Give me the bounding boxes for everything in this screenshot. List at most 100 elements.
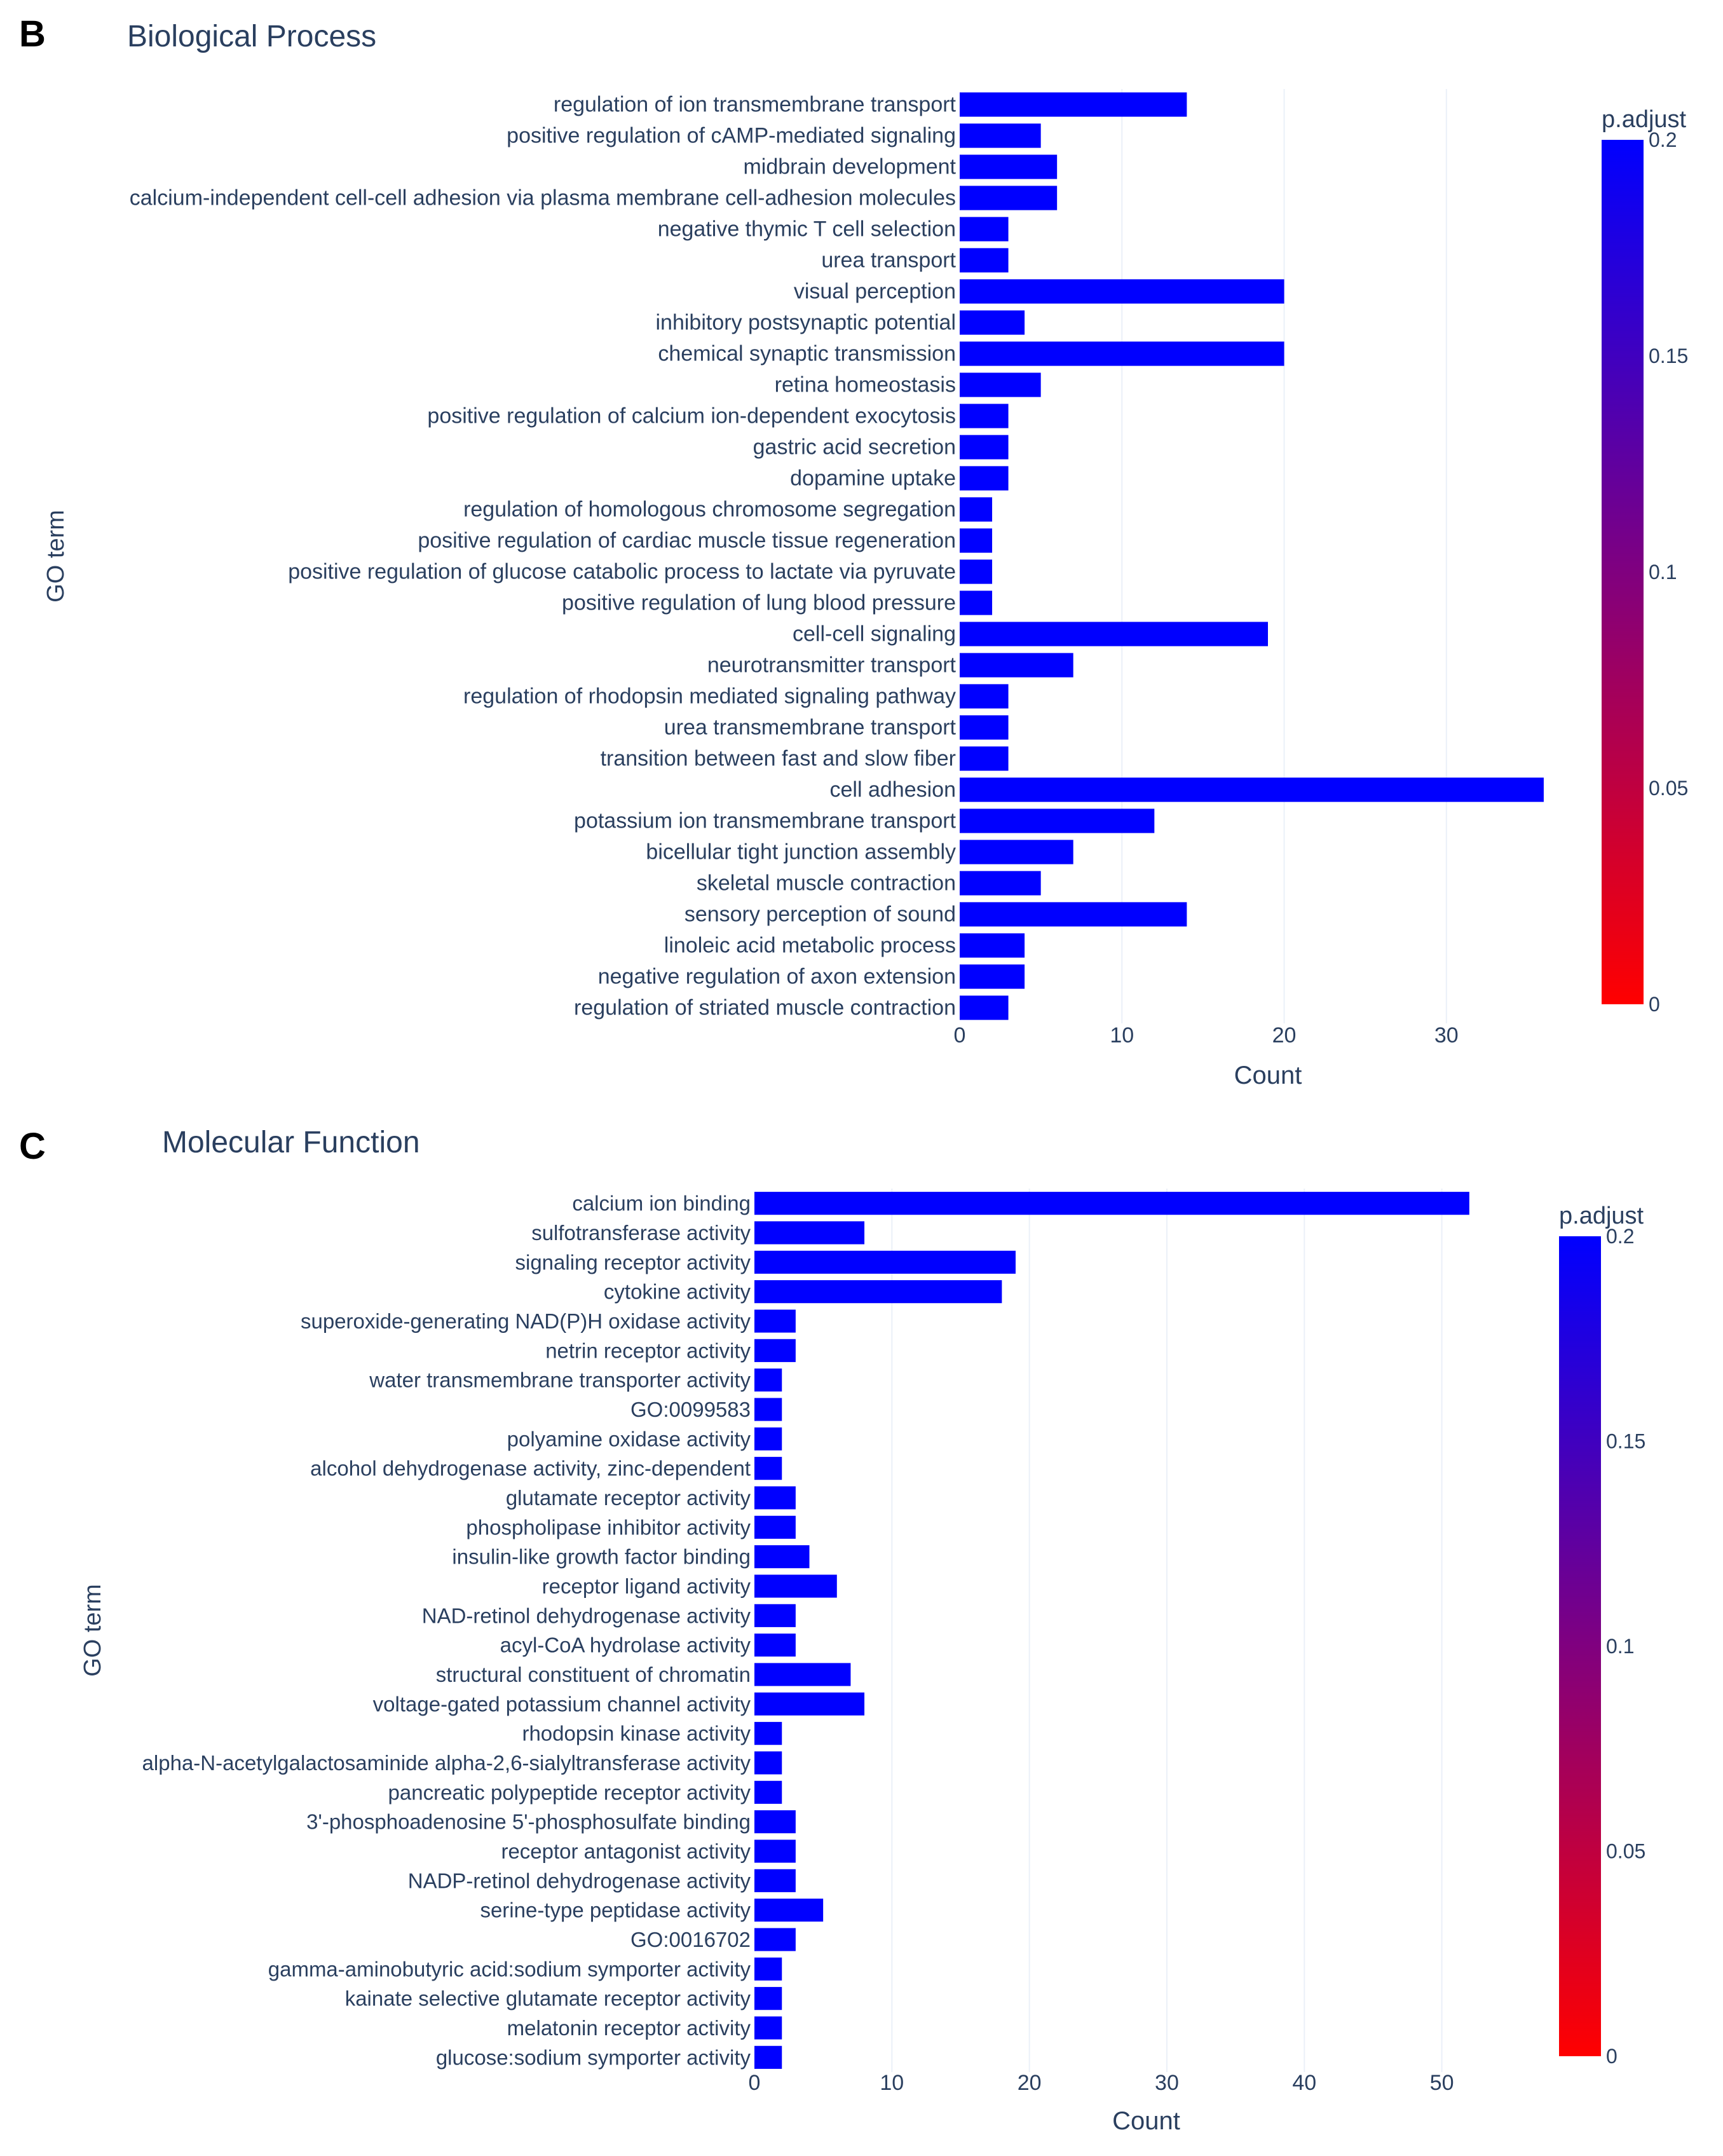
bar [960, 622, 1268, 646]
y-tick-label: alpha-N-acetylgalactosaminide alpha-2,6-… [142, 1751, 751, 1775]
bar [960, 217, 1009, 242]
bar-chart-molecular-function: calcium ion binding sulfotransferase acti… [79, 1189, 1645, 2135]
bars [754, 1192, 1469, 2069]
x-tick-label: 30 [1434, 1023, 1459, 1047]
colorbar-tick-label: 0.2 [1649, 128, 1677, 151]
y-tick-label: signaling receptor activity [515, 1250, 751, 1274]
y-tick-label: positive regulation of lung blood pressu… [562, 591, 956, 615]
bar [960, 310, 1025, 335]
y-tick-label: NAD-retinol dehydrogenase activity [422, 1604, 751, 1627]
y-tick-label: retina homeostasis [775, 373, 956, 397]
bar [960, 404, 1009, 428]
bar [960, 964, 1025, 989]
y-tick-label: kainate selective glutamate receptor act… [345, 1987, 751, 2010]
bar [754, 1398, 782, 1421]
y-tick-labels: calcium ion binding sulfotransferase acti… [142, 1192, 751, 2070]
colorbar-title: p.adjust [1559, 1203, 1644, 1229]
bar-chart-biological-process: regulation of ion transmembrane transpor… [43, 89, 1688, 1089]
bar [754, 1634, 796, 1657]
y-tick-label: dopamine uptake [790, 467, 956, 491]
y-tick-label: receptor ligand activity [542, 1574, 751, 1598]
bar [960, 279, 1284, 304]
colorbar-tick-label: 0 [1649, 993, 1660, 1016]
chart-title: Biological Process [127, 20, 377, 53]
y-axis-label: GO term [43, 510, 69, 603]
bar [754, 1250, 1016, 1274]
bar [754, 2016, 782, 2040]
y-tick-label: cell-cell signaling [793, 622, 956, 646]
bar [960, 933, 1025, 958]
panel-molecular-function: C Molecular Function calcium ion binding… [0, 1106, 1723, 2156]
colorbar [1559, 1236, 1601, 2056]
x-tick-label: 40 [1292, 2071, 1316, 2095]
y-tick-label: gastric acid secretion [753, 435, 956, 460]
bar [754, 1280, 1002, 1304]
colorbar-tick-label: 0.15 [1649, 345, 1688, 367]
y-tick-label: positive regulation of glucose catabolic… [288, 560, 956, 584]
bar [960, 372, 1041, 397]
y-tick-label: visual perception [794, 280, 956, 304]
y-tick-label: melatonin receptor activity [507, 2016, 751, 2040]
y-tick-label: glucose:sodium symporter activity [436, 2045, 751, 2069]
colorbar-tick-label: 0 [1606, 2045, 1617, 2068]
y-tick-label: cytokine activity [604, 1280, 751, 1304]
y-tick-label: sensory perception of sound [684, 903, 956, 927]
bar [754, 1192, 1469, 1215]
bar [754, 1515, 796, 1539]
x-tick-label: 0 [954, 1023, 966, 1047]
colorbar-ticks: 0.2 0.15 0.1 0.05 0 [1649, 128, 1688, 1016]
bar [960, 653, 1073, 678]
bar [960, 123, 1041, 148]
y-tick-label: structural constituent of chromatin [436, 1663, 751, 1686]
y-tick-label: insulin-like growth factor binding [452, 1545, 751, 1569]
y-tick-label: 3'-phosphoadenosine 5'-phosphosulfate bi… [306, 1810, 751, 1834]
bar [960, 435, 1009, 460]
y-tick-label: linoleic acid metabolic process [664, 934, 956, 958]
y-tick-label: GO:0016702 [630, 1928, 751, 1951]
y-tick-label: acyl-CoA hydrolase activity [500, 1634, 751, 1657]
y-tick-label: pancreatic polypeptide receptor activity [388, 1780, 751, 1804]
bar [960, 466, 1009, 491]
x-tick-labels: 0 10 20 30 [954, 1023, 1459, 1047]
bar [960, 154, 1058, 179]
bar [754, 1751, 782, 1775]
y-tick-labels: regulation of ion transmembrane transpor… [130, 93, 957, 1020]
y-tick-label: rhodopsin kinase activity [522, 1722, 751, 1745]
bar [754, 1339, 796, 1362]
bar [754, 1457, 782, 1480]
bar [960, 684, 1009, 709]
y-tick-label: neurotransmitter transport [707, 653, 957, 678]
y-tick-label: gamma-aminobutyric acid:sodium symporter… [268, 1957, 751, 1981]
y-tick-label: netrin receptor activity [545, 1339, 751, 1362]
bar [960, 559, 993, 584]
bar [754, 1810, 796, 1834]
y-tick-label: regulation of homologous chromosome segr… [463, 498, 956, 522]
bar [754, 1987, 782, 2010]
y-tick-label: chemical synaptic transmission [658, 342, 956, 366]
gridlines [891, 1189, 1443, 2072]
y-tick-label: voltage-gated potassium channel activity [373, 1692, 751, 1716]
bar [960, 497, 993, 522]
x-tick-label: 30 [1155, 2071, 1179, 2095]
y-tick-label: bicellular tight junction assembly [646, 840, 956, 864]
x-tick-label: 20 [1018, 2071, 1042, 2095]
bar [754, 1221, 865, 1245]
y-tick-label: positive regulation of cAMP-mediated sig… [507, 124, 956, 148]
bar [960, 341, 1284, 366]
y-tick-label: NADP-retinol dehydrogenase activity [408, 1869, 751, 1892]
gridlines [1121, 89, 1447, 1023]
bar [754, 1839, 796, 1863]
y-tick-label: transition between fast and slow fiber [601, 747, 956, 771]
y-tick-label: regulation of ion transmembrane transpor… [554, 93, 957, 117]
chart-title: Molecular Function [162, 1126, 420, 1159]
bar [754, 1427, 782, 1450]
y-tick-label: positive regulation of cardiac muscle ti… [418, 529, 956, 553]
colorbar [1602, 140, 1644, 1004]
bar [960, 808, 1155, 833]
panel-biological-process: B Biological Process regulation of ion t… [19, 13, 1688, 1089]
x-tick-labels: 0 10 20 30 40 50 [749, 2071, 1454, 2095]
bar [960, 777, 1544, 802]
y-tick-label: calcium ion binding [572, 1192, 751, 1215]
bar [960, 902, 1187, 927]
y-tick-label: phospholipase inhibitor activity [466, 1515, 751, 1539]
